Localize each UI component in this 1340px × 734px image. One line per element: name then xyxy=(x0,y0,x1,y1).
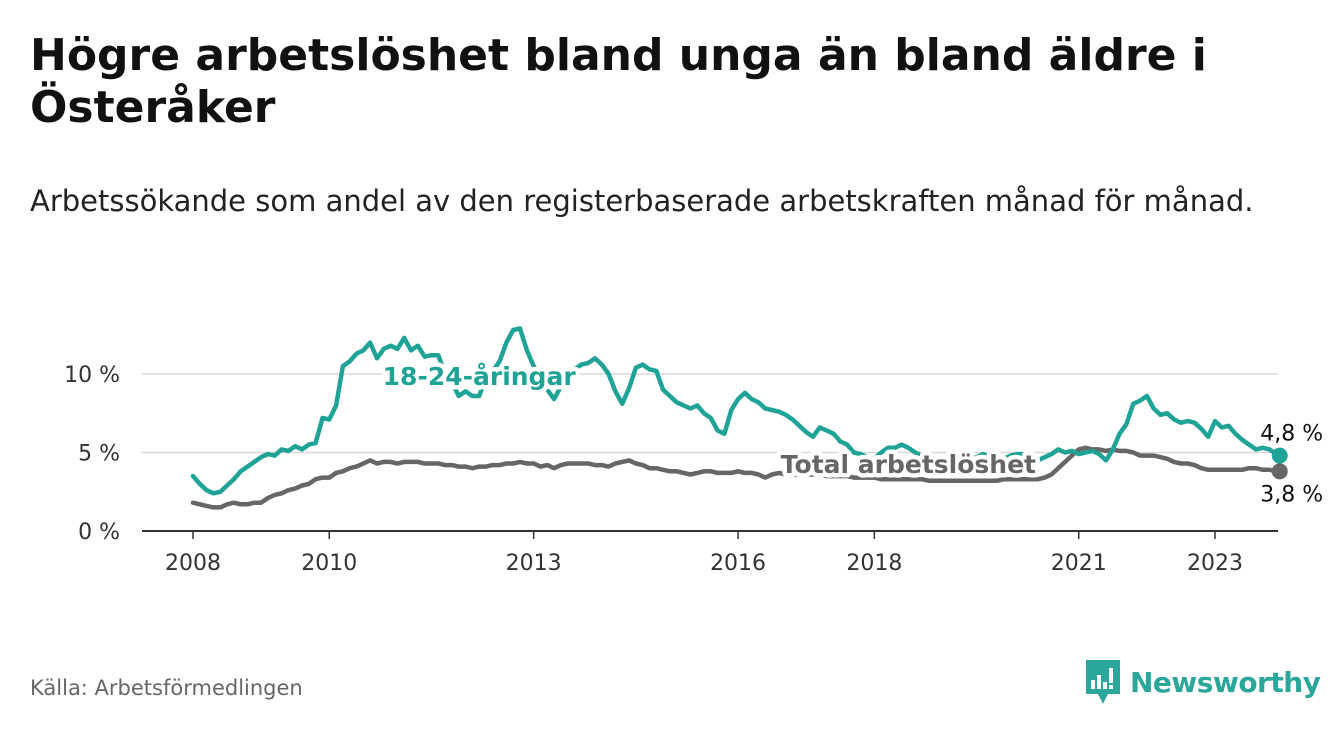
brand: Newsworthy xyxy=(1086,660,1321,704)
end-dot-0 xyxy=(1271,447,1288,464)
x-tick-label-4: 2018 xyxy=(846,551,902,576)
source-note: Källa: Arbetsförmedlingen xyxy=(30,676,303,700)
end-dot-1 xyxy=(1271,463,1288,480)
end-label-halo-0: 4,8 % xyxy=(1260,422,1323,447)
series-line-0 xyxy=(190,326,1282,496)
x-tick-label-5: 2021 xyxy=(1051,551,1107,576)
series-annotation-1: Total arbetslöshet xyxy=(781,450,1036,479)
end-label-0: 4,8 % xyxy=(1260,422,1323,447)
end-label-halo-1: 3,8 % xyxy=(1260,482,1323,507)
y-tick-label-0: 0 % xyxy=(78,520,120,545)
axes: 0 % 5 % 10 % 2008 2010 2013 2016 2018 2021 2023 xyxy=(64,363,1278,576)
x-tick-label-3: 2016 xyxy=(710,551,766,576)
series-annotation-0: 18-24-åringar xyxy=(383,362,577,391)
series-annotation-halo-1: Total arbetslöshet xyxy=(781,450,1036,479)
x-tick-label-0: 2008 xyxy=(165,551,221,576)
series-layer xyxy=(190,326,1282,510)
brand-name: Newsworthy xyxy=(1130,665,1321,699)
end-label-1: 3,8 % xyxy=(1260,482,1323,507)
x-tick-label-2: 2013 xyxy=(506,551,562,576)
newsworthy-logo-icon xyxy=(1086,660,1120,704)
x-tick-label-6: 2023 xyxy=(1187,551,1243,576)
y-tick-label-1: 5 % xyxy=(78,442,120,467)
y-tick-label-2: 10 % xyxy=(64,363,120,388)
series-line-1 xyxy=(190,445,1282,510)
x-tick-label-1: 2010 xyxy=(301,551,357,576)
chart-subtitle: Arbetssökande som andel av den registerb… xyxy=(30,184,1254,218)
grid-lines xyxy=(142,373,1278,454)
chart-title: Högre arbetslöshet bland unga än bland ä… xyxy=(30,30,1207,133)
series-annotation-halo-0: 18-24-åringar xyxy=(383,362,577,391)
